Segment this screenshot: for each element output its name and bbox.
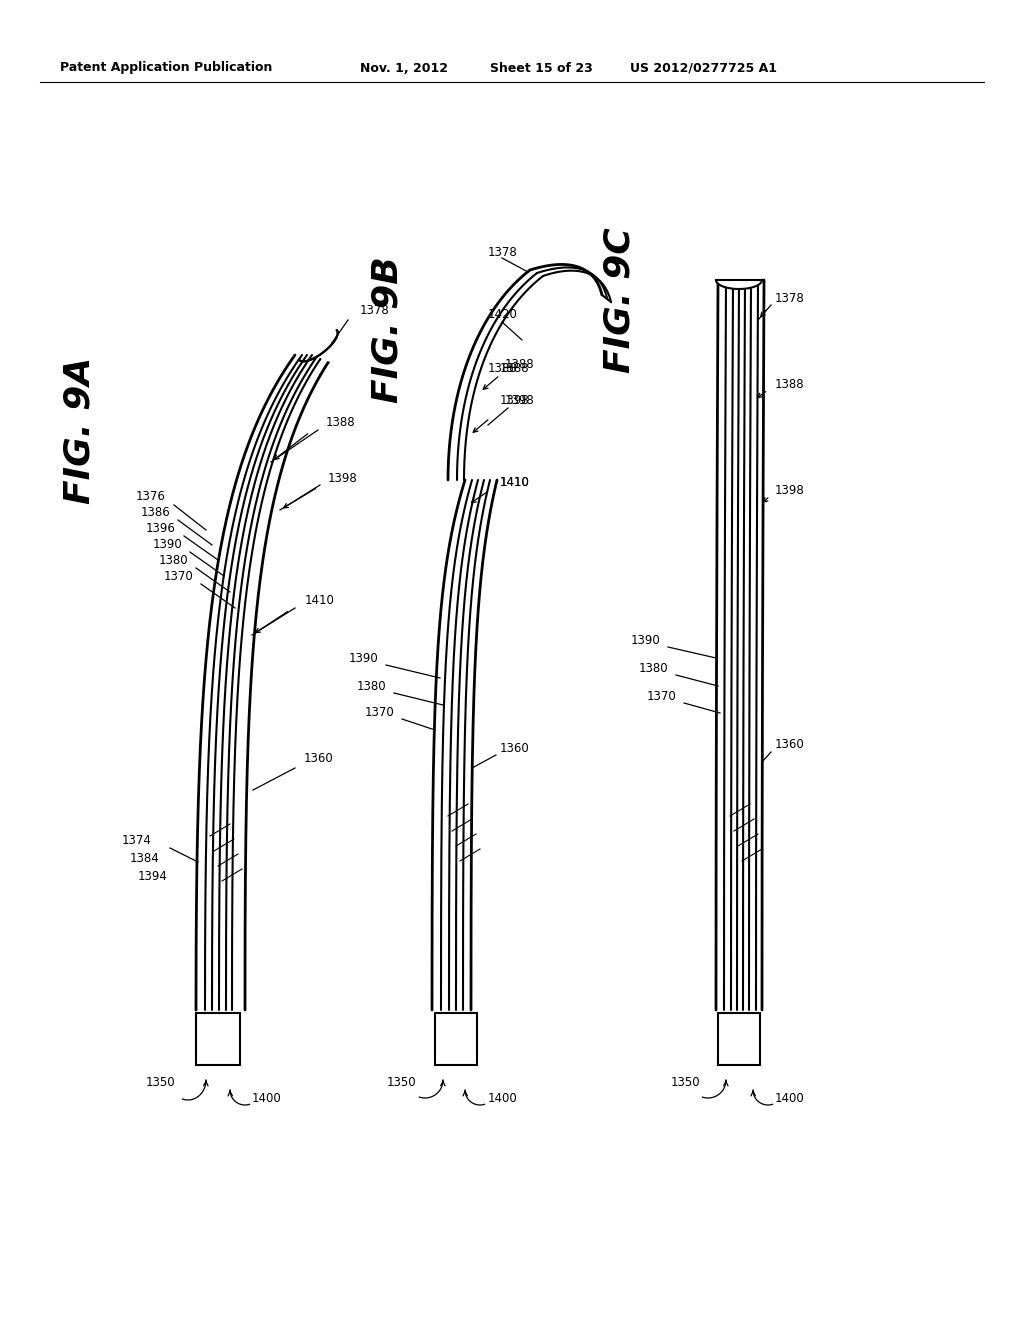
Text: 1420: 1420 [488,309,518,322]
Text: 1398: 1398 [500,393,529,407]
Text: Nov. 1, 2012: Nov. 1, 2012 [360,62,449,74]
Text: 1400: 1400 [488,1092,518,1105]
Text: 1374: 1374 [122,833,152,846]
Text: 1398: 1398 [775,483,805,496]
Text: 1388: 1388 [326,417,355,429]
Bar [718,1012,760,1065]
Text: 1388: 1388 [488,362,517,375]
Bar [196,1012,240,1065]
Text: 1400: 1400 [775,1092,805,1105]
Text: 1380: 1380 [356,680,386,693]
Text: 1390: 1390 [348,652,378,664]
Text: 1350: 1350 [386,1076,416,1089]
Text: 1370: 1370 [163,569,193,582]
Text: 1400: 1400 [252,1092,282,1105]
Text: 1360: 1360 [304,752,334,766]
Text: 1350: 1350 [145,1076,175,1089]
Text: 1378: 1378 [360,305,390,318]
Text: 1394: 1394 [138,870,168,883]
Text: 1388: 1388 [505,359,535,371]
Text: FIG. 9B: FIG. 9B [371,256,406,404]
Text: 1378: 1378 [488,246,518,259]
Ellipse shape [716,271,762,289]
Text: 1410: 1410 [500,475,529,488]
Text: 1390: 1390 [630,634,660,647]
Text: FIG. 9C: FIG. 9C [603,227,637,372]
Text: 1380: 1380 [638,661,668,675]
Text: Sheet 15 of 23: Sheet 15 of 23 [490,62,593,74]
Text: FIG. 9A: FIG. 9A [63,356,97,504]
Text: 1388: 1388 [775,379,805,392]
Text: 1398: 1398 [505,393,535,407]
Text: 1360: 1360 [775,738,805,751]
Ellipse shape [298,329,338,362]
Text: 1380: 1380 [159,553,188,566]
Text: 1386: 1386 [140,507,170,520]
Text: 1384: 1384 [130,851,160,865]
Text: 1376: 1376 [136,491,166,503]
Bar [435,1012,477,1065]
Text: 1360: 1360 [500,742,529,755]
Text: 1410: 1410 [305,594,335,606]
Text: 1396: 1396 [146,521,176,535]
Text: US 2012/0277725 A1: US 2012/0277725 A1 [630,62,777,74]
Text: 1388: 1388 [500,362,529,375]
Text: 1370: 1370 [646,689,676,702]
Text: 1350: 1350 [671,1076,700,1089]
Text: 1378: 1378 [775,292,805,305]
Text: Patent Application Publication: Patent Application Publication [60,62,272,74]
Text: 1398: 1398 [328,471,357,484]
Text: 1390: 1390 [153,537,182,550]
Text: 1410: 1410 [500,475,529,488]
Text: 1370: 1370 [365,705,394,718]
